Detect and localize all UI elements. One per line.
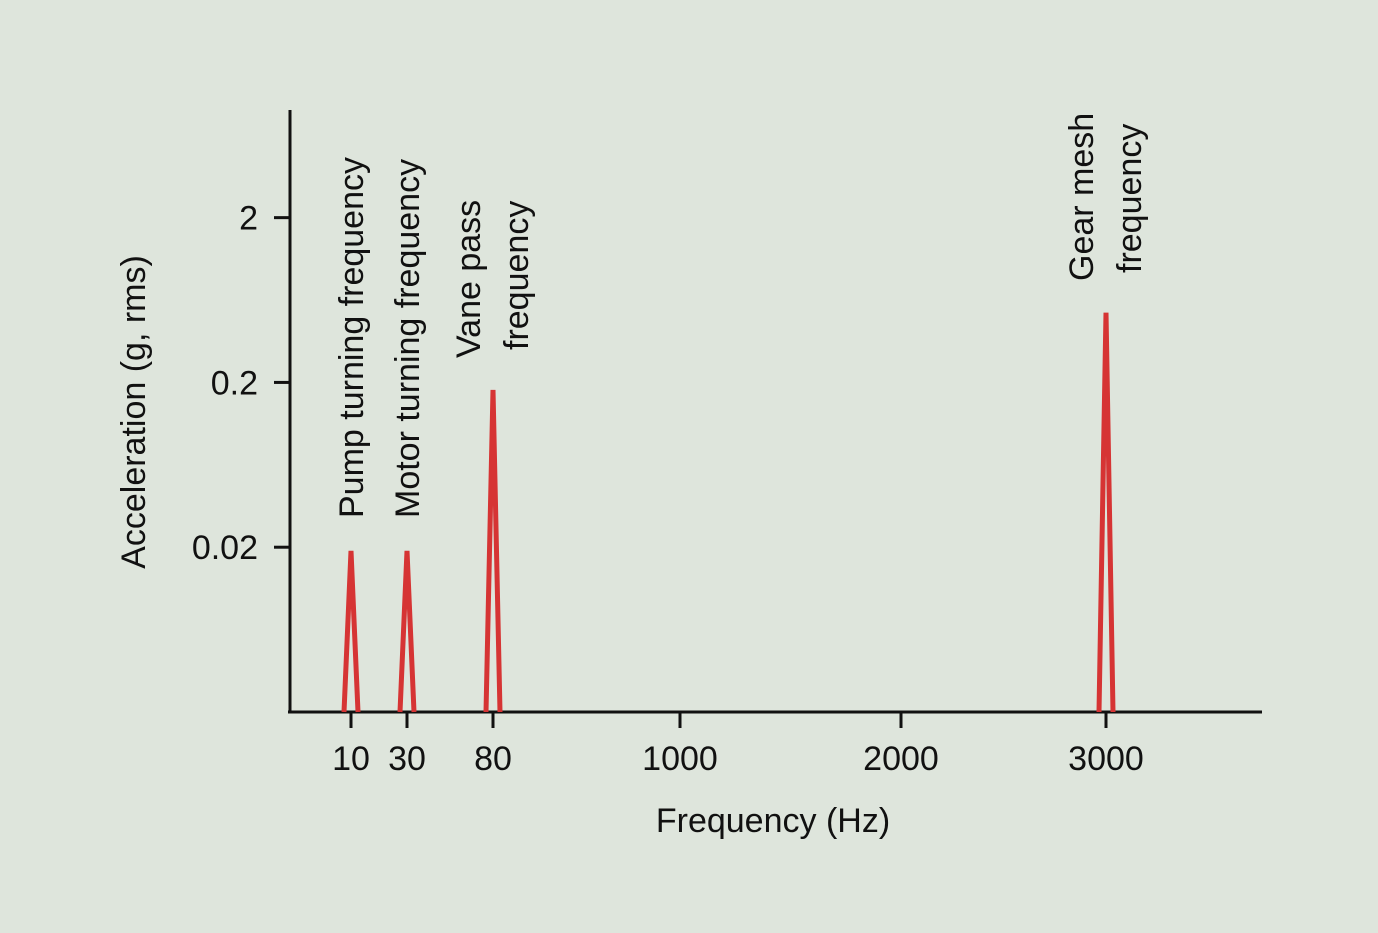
- spectral-peak: [397, 550, 417, 713]
- x-tick-label: 3000: [1068, 740, 1144, 778]
- y-tick-label: 0.02: [192, 529, 258, 567]
- spectral-peak: [1096, 312, 1116, 713]
- y-tick-label: 2: [239, 200, 258, 238]
- y-axis-label: Acceleration (g, rms): [115, 255, 153, 569]
- peak-annotation: frequency: [498, 201, 536, 350]
- peak-annotation: Motor turning frequency: [389, 159, 427, 518]
- peak-annotation: Pump turning frequency: [333, 157, 371, 518]
- spectral-peak: [341, 550, 361, 713]
- y-tick-label: 0.2: [211, 364, 258, 402]
- x-tick-label: 1000: [642, 740, 718, 778]
- peak-annotation: Vane pass: [450, 200, 488, 358]
- x-tick-label: 2000: [863, 740, 939, 778]
- x-tick-label: 80: [474, 740, 512, 778]
- peak-annotation: frequency: [1111, 124, 1149, 273]
- x-axis-label: Frequency (Hz): [656, 802, 890, 840]
- spectral-peak: [483, 389, 503, 713]
- x-tick-label: 10: [332, 740, 370, 778]
- peak-annotation: Gear mesh: [1063, 113, 1101, 281]
- x-tick-label: 30: [388, 740, 426, 778]
